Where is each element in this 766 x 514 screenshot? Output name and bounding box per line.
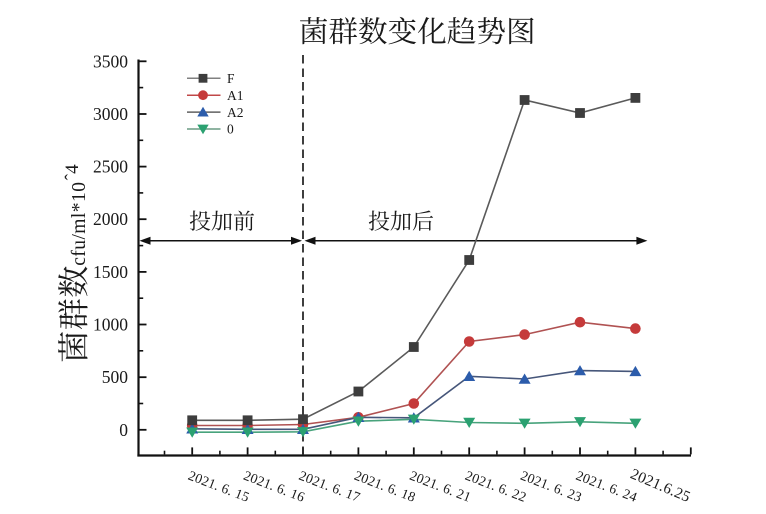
svg-text:ˆ4: ˆ4: [62, 164, 83, 180]
svg-text:cfu/ml*10: cfu/ml*10: [69, 182, 90, 266]
svg-text:1000: 1000: [93, 315, 128, 335]
svg-text:2000: 2000: [93, 209, 128, 229]
svg-text:3000: 3000: [93, 104, 128, 124]
svg-text:F: F: [227, 71, 235, 86]
svg-text:500: 500: [102, 367, 129, 387]
svg-text:1500: 1500: [93, 262, 128, 282]
svg-text:2500: 2500: [93, 157, 128, 177]
svg-text:A1: A1: [227, 88, 244, 103]
svg-text:3500: 3500: [93, 51, 128, 71]
svg-text:0: 0: [227, 122, 234, 137]
svg-text:A2: A2: [227, 105, 244, 120]
svg-text:0: 0: [119, 420, 128, 440]
